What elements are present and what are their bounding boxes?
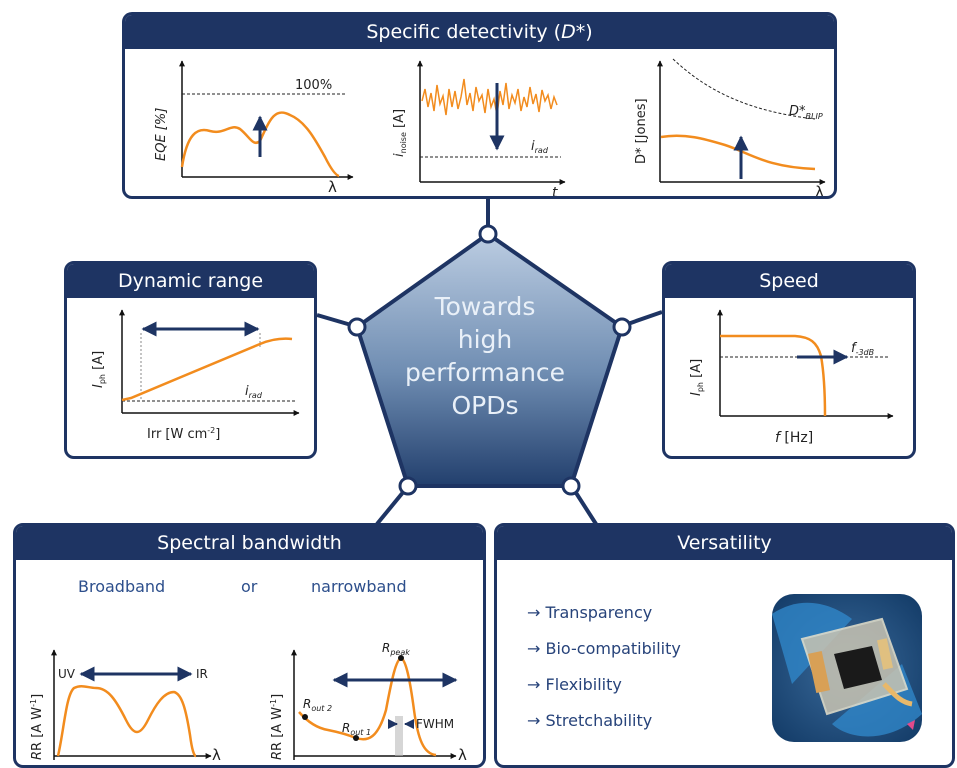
speed-panel: Speed f-3dB f [Hz] Iph [A]	[662, 261, 916, 459]
spectral-panel: Spectral bandwidth Broadband or narrowba…	[13, 523, 486, 768]
dynamic-range-curve	[121, 337, 293, 402]
speed-ylabel: Iph [A]	[689, 359, 705, 396]
narrowband-label: narrowband	[311, 577, 407, 596]
dynamic-range-xlabel: Irr [W cm-2]	[147, 426, 220, 442]
node-bottom-left	[398, 476, 418, 496]
versatility-item: → Bio-compatibility	[527, 639, 681, 658]
broadband-xlabel: λ	[212, 746, 221, 764]
detectivity-title-symbol: D*	[561, 21, 586, 43]
dynamic-range-title: Dynamic range	[67, 264, 314, 298]
eqe-xlabel: λ	[328, 178, 337, 196]
versatility-item: → Flexibility	[527, 675, 622, 694]
spectral-plots: Broadband or narrowband UV IR λ RR [A W-…	[29, 577, 467, 764]
rout1-marker	[353, 735, 359, 741]
node-bottom-right	[561, 476, 581, 496]
versatility-title: Versatility	[497, 526, 952, 560]
narrowband-ylabel: RR [A W-1]	[269, 694, 285, 760]
noise-ref-label: irad	[531, 139, 549, 155]
uv-label: UV	[58, 667, 76, 681]
speed-title: Speed	[665, 264, 913, 298]
center-label: Towards high performance OPDs	[380, 290, 590, 422]
dynamic-range-ylabel: Iph [A]	[91, 351, 107, 388]
rpeak-marker	[398, 655, 404, 661]
broadband-label: Broadband	[78, 577, 165, 596]
speed-plot: f-3dB f [Hz] Iph [A]	[689, 309, 894, 446]
broadband-curve	[56, 684, 197, 758]
noise-xlabel: t	[552, 185, 558, 196]
dstar-blip-curve	[672, 58, 816, 120]
eqe-ylabel: EQE [%]	[154, 108, 169, 161]
eqe-ref-label: 100%	[295, 78, 332, 93]
node-top	[478, 224, 498, 244]
dynamic-range-ref: irad	[245, 384, 263, 400]
center-line-3: performance	[404, 358, 566, 387]
eqe-plot: 100% λ EQE [%]	[154, 60, 354, 196]
speed-curve	[720, 334, 827, 417]
broadband-plot: UV IR λ RR [A W-1]	[29, 649, 221, 764]
narrowband-xlabel: λ	[458, 746, 467, 764]
narrowband-curve	[298, 656, 437, 757]
dynamic-range-panel: Dynamic range irad Irr [W cm-2] Iph [A]	[64, 261, 317, 459]
noise-plot: irad t inoise [A]	[392, 60, 566, 196]
fwhm-label: FWHM	[416, 717, 454, 731]
versatility-item: → Stretchability	[527, 711, 653, 730]
detectivity-title: Specific detectivity (D*)	[125, 15, 834, 49]
noise-ylabel: inoise [A]	[392, 109, 408, 157]
versatility-list: → Transparency → Bio-compatibility → Fle…	[527, 602, 681, 746]
dstar-ylabel: D* [Jones]	[634, 98, 649, 164]
dynamic-range-plot: irad Irr [W cm-2] Iph [A]	[91, 309, 300, 442]
detectivity-plots: 100% λ EQE [%] irad t inoise [A] D*BLIP …	[154, 58, 826, 196]
broadband-ylabel: RR [A W-1]	[29, 694, 45, 760]
flexible-device-photo	[772, 594, 922, 742]
dstar-ref-label: D*BLIP	[789, 104, 823, 121]
speed-xlabel: f [Hz]	[775, 430, 813, 446]
rout2-marker	[302, 714, 308, 720]
detectivity-title-suffix: )	[585, 21, 593, 43]
speed-ref: f-3dB	[851, 341, 874, 357]
versatility-item: → Transparency	[527, 603, 653, 622]
dstar-plot: D*BLIP λ D* [Jones]	[634, 58, 826, 196]
spectral-title: Spectral bandwidth	[16, 526, 483, 560]
detectivity-title-prefix: Specific detectivity (	[366, 21, 562, 43]
rout1-label: Rout 1	[342, 721, 371, 737]
versatility-panel: Versatility → Transparency → Bio-compati…	[494, 523, 955, 768]
node-right	[612, 317, 632, 337]
rpeak-label: Rpeak	[382, 641, 410, 657]
detectivity-panel: Specific detectivity (D*) 100% λ EQE [%]…	[122, 12, 837, 199]
or-label: or	[241, 577, 258, 596]
center-line-2: high	[457, 325, 513, 354]
node-left	[347, 317, 367, 337]
ir-label: IR	[196, 667, 208, 681]
dstar-curve	[660, 134, 816, 171]
dstar-xlabel: λ	[815, 183, 824, 196]
narrowband-plot: Rpeak Rout 2 Rout 1 FWHM λ RR [A W-1]	[269, 641, 467, 764]
center-line-1: Towards	[434, 292, 536, 321]
center-line-4: OPDs	[451, 391, 519, 420]
noise-signal	[421, 78, 558, 116]
pentagon-shape	[354, 231, 625, 488]
rout2-label: Rout 2	[303, 697, 332, 713]
